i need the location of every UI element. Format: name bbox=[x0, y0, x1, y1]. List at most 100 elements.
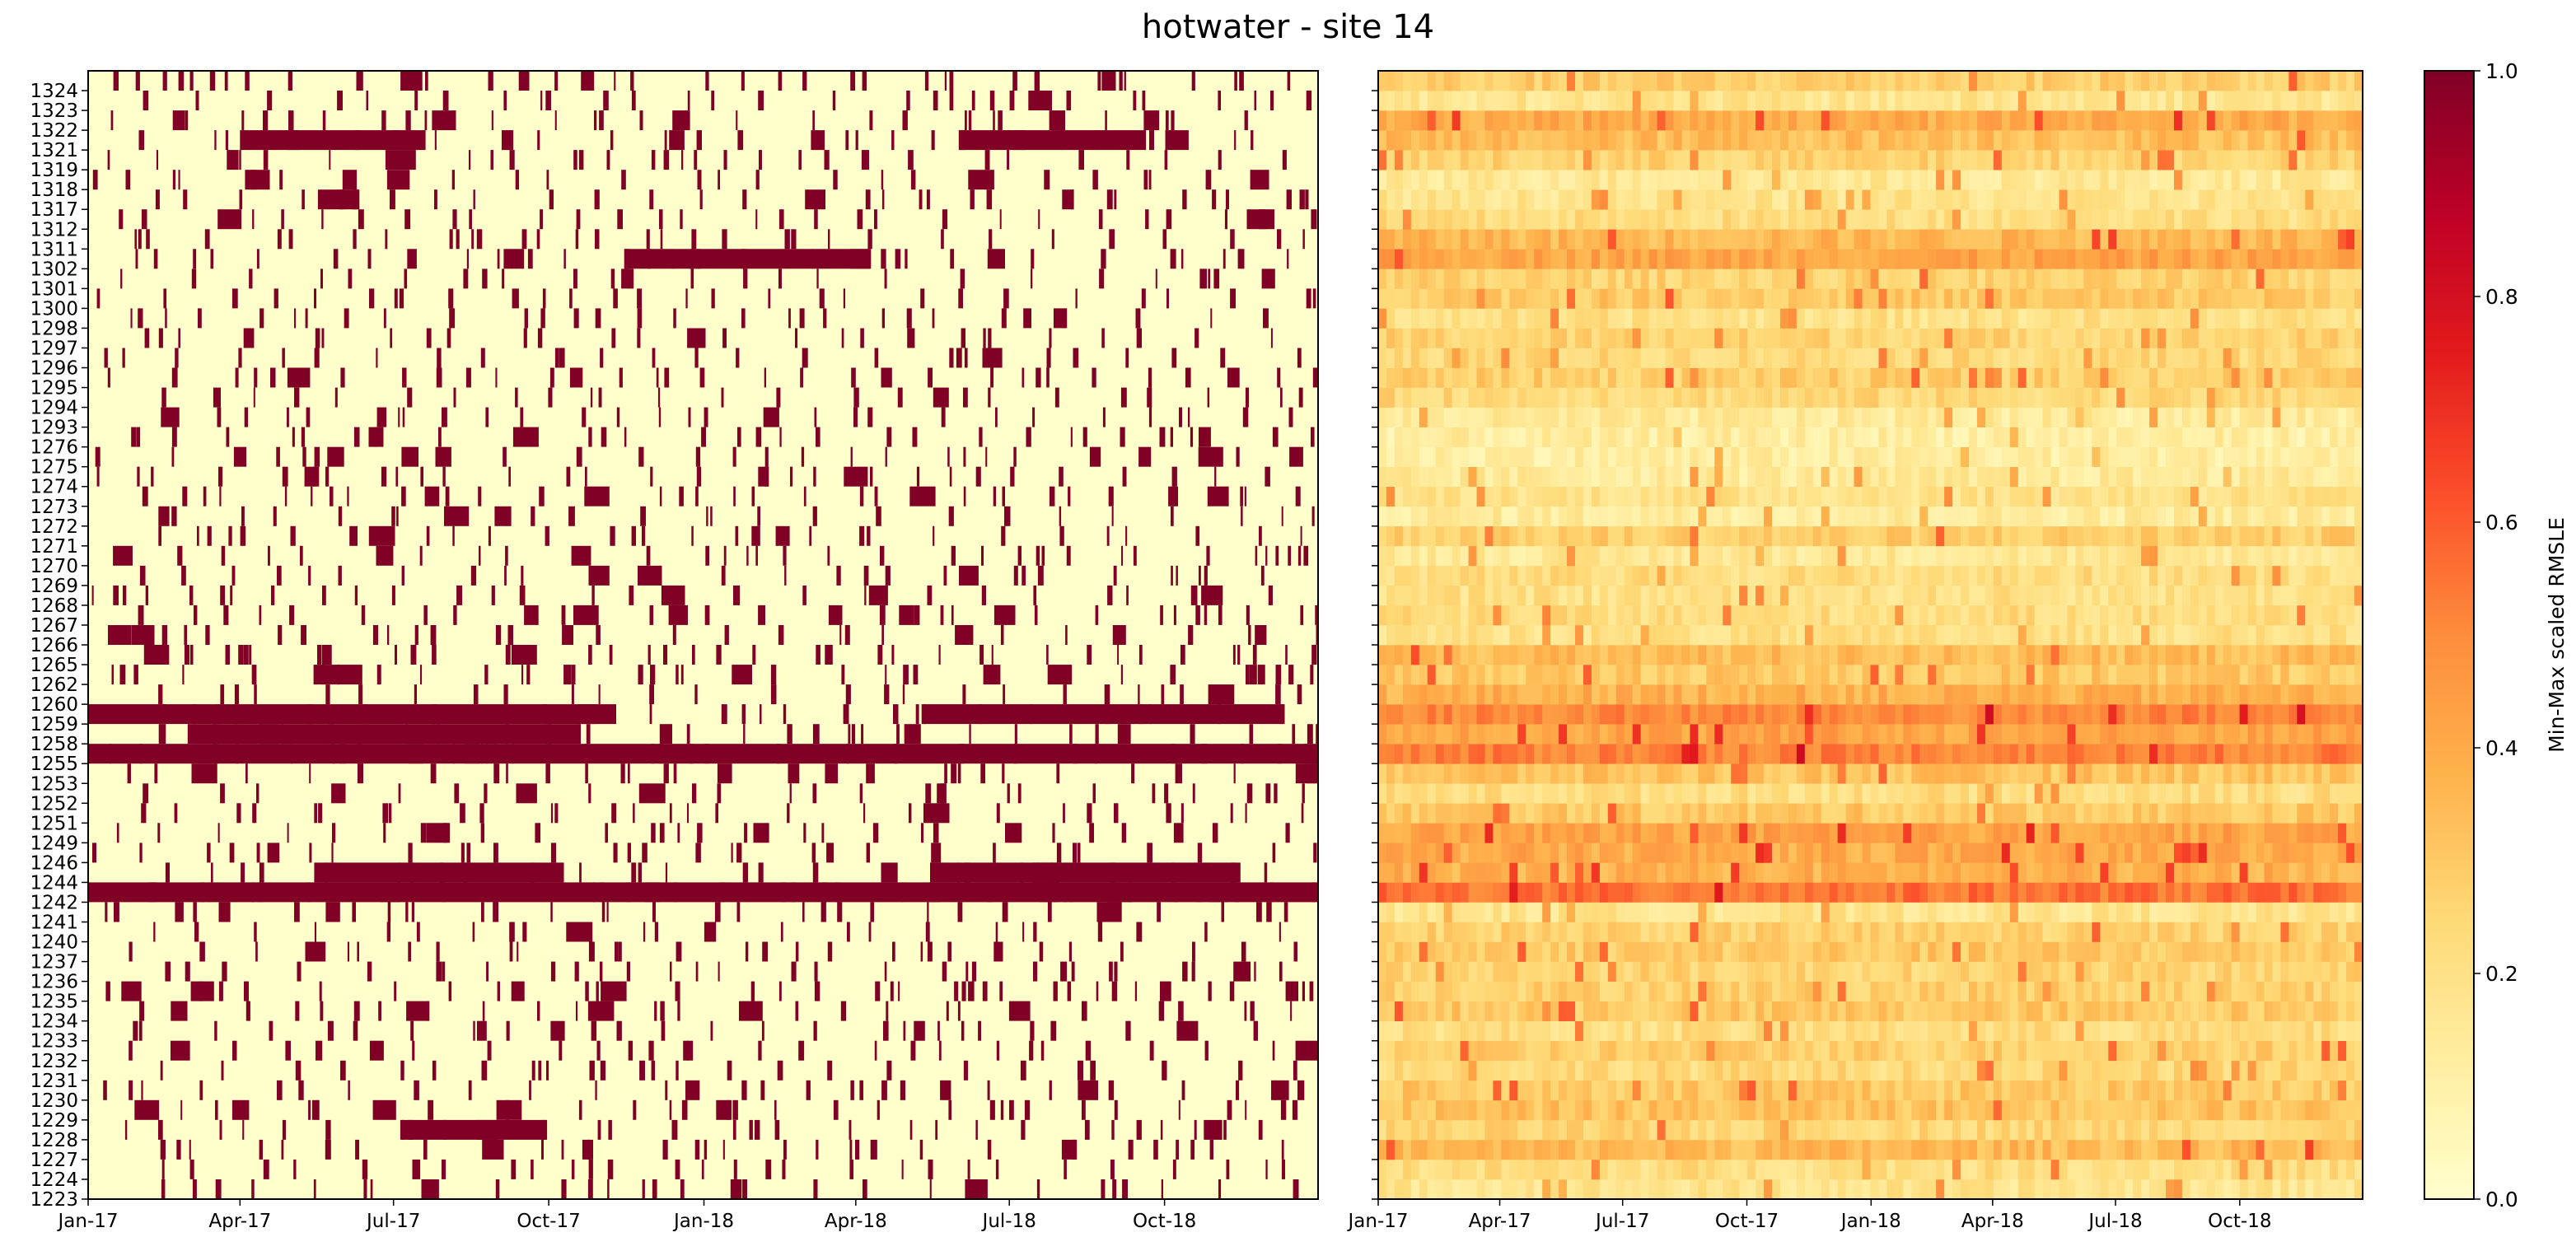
right-cell-mark bbox=[1673, 843, 1683, 863]
left-cell-mark bbox=[1049, 1080, 1052, 1100]
right-cell-mark bbox=[1550, 941, 1559, 962]
right-cell-mark bbox=[2001, 981, 2011, 1001]
left-cell-mark bbox=[919, 1139, 923, 1160]
left-cell-mark bbox=[550, 961, 556, 982]
right-cell-mark bbox=[2321, 763, 2331, 784]
right-cell-mark bbox=[2247, 823, 2257, 843]
left-cell-mark bbox=[859, 783, 863, 804]
left-cell-mark bbox=[1101, 328, 1105, 348]
right-cell-mark bbox=[1427, 1179, 1437, 1200]
right-cell-mark bbox=[2297, 684, 2306, 705]
right-cell-mark bbox=[1895, 1080, 1904, 1101]
right-cell-mark bbox=[2067, 1001, 2077, 1021]
right-cell-mark bbox=[1501, 981, 1510, 1001]
right-cell-mark bbox=[1460, 803, 1470, 824]
left-cell-mark bbox=[1136, 328, 1142, 348]
right-cell-mark bbox=[2017, 941, 2027, 962]
right-cell-mark bbox=[1837, 1060, 1847, 1081]
right-cell-mark bbox=[2181, 882, 2191, 903]
right-cell-mark bbox=[1575, 902, 1584, 922]
right-cell-mark bbox=[1772, 744, 1781, 764]
right-cell-mark bbox=[1394, 684, 1404, 705]
right-cell-mark bbox=[1854, 684, 1863, 705]
left-cell-mark bbox=[800, 367, 803, 388]
right-cell-mark bbox=[2231, 783, 2241, 804]
right-cell-mark bbox=[1657, 1139, 1667, 1160]
left-cell-mark bbox=[158, 328, 163, 348]
right-cell-mark bbox=[2313, 1119, 2322, 1141]
right-cell-mark bbox=[2190, 744, 2200, 764]
right-cell-mark bbox=[1779, 843, 1789, 863]
left-cell-mark bbox=[872, 823, 879, 843]
right-cell-mark bbox=[1468, 922, 1478, 942]
left-y-tick-label: 1266 bbox=[30, 635, 78, 656]
left-cell-mark bbox=[1306, 91, 1312, 110]
left-cell-mark bbox=[761, 1020, 764, 1041]
right-cell-mark bbox=[2330, 1119, 2339, 1141]
left-cell-mark bbox=[886, 427, 892, 447]
right-cell-mark bbox=[1517, 961, 1526, 982]
left-cell-mark bbox=[594, 189, 600, 210]
right-cell-mark bbox=[1583, 1001, 1592, 1021]
left-cell-mark bbox=[288, 229, 293, 250]
right-cell-mark bbox=[1911, 1159, 1920, 1180]
right-cell-mark bbox=[1936, 1040, 1945, 1062]
left-cell-mark bbox=[1049, 328, 1052, 348]
left-cell-mark bbox=[554, 803, 559, 824]
right-cell-mark bbox=[1657, 843, 1667, 863]
left-cell-mark bbox=[1316, 724, 1318, 745]
right-cell-mark bbox=[1559, 902, 1568, 922]
right-cell-mark bbox=[2239, 1080, 2249, 1101]
left-cell-mark bbox=[282, 1119, 287, 1140]
left-cell-mark bbox=[900, 1080, 906, 1100]
right-cell-mark bbox=[1419, 744, 1428, 764]
right-cell-mark bbox=[2141, 1119, 2150, 1141]
left-cell-mark bbox=[607, 1159, 614, 1179]
left-cell-mark bbox=[484, 783, 488, 804]
right-cell-mark bbox=[1624, 1080, 1634, 1101]
right-cell-mark bbox=[2190, 1159, 2200, 1180]
left-cell-mark bbox=[1089, 823, 1094, 843]
right-cell-mark bbox=[1779, 704, 1789, 725]
right-cell-mark bbox=[1936, 763, 1945, 784]
right-cell-mark bbox=[2158, 1020, 2167, 1042]
left-cell-mark bbox=[325, 466, 330, 487]
left-cell-mark bbox=[631, 525, 636, 546]
left-cell-mark bbox=[626, 961, 630, 982]
right-cell-mark bbox=[1624, 1179, 1634, 1200]
right-cell-mark bbox=[2239, 941, 2249, 962]
left-cell-mark bbox=[1063, 684, 1067, 705]
right-cell-mark bbox=[2001, 1080, 2011, 1101]
left-cell-mark bbox=[735, 525, 739, 546]
left-cell-mark bbox=[540, 209, 543, 230]
right-cell-mark bbox=[1952, 823, 1961, 843]
left-cell-mark bbox=[909, 803, 912, 824]
right-cell-mark bbox=[2001, 941, 2011, 962]
right-cell-mark bbox=[1845, 961, 1855, 982]
left-cell-mark bbox=[1034, 604, 1038, 625]
right-cell-mark bbox=[1878, 1060, 1888, 1081]
left-cell-mark bbox=[947, 941, 951, 962]
right-cell-mark bbox=[1911, 862, 1920, 883]
right-cell-mark bbox=[2050, 961, 2060, 982]
right-cell-mark bbox=[2017, 823, 2027, 843]
left-cell-mark bbox=[762, 941, 769, 962]
left-cell-mark bbox=[639, 110, 643, 131]
right-cell-mark bbox=[1550, 763, 1559, 784]
right-cell-mark bbox=[1723, 783, 1732, 804]
left-y-tick-label: 1270 bbox=[30, 556, 78, 577]
right-cell-mark bbox=[1542, 843, 1551, 863]
right-cell-mark bbox=[2166, 684, 2175, 705]
left-cell-mark bbox=[585, 981, 589, 1001]
right-cell-mark bbox=[2247, 1080, 2257, 1101]
right-cell-mark bbox=[1410, 902, 1420, 922]
left-cell-mark bbox=[959, 565, 979, 586]
left-cell-mark bbox=[234, 684, 240, 705]
left-cell-mark bbox=[1097, 71, 1101, 91]
left-cell-mark bbox=[398, 407, 400, 427]
right-cell-mark bbox=[1624, 1001, 1634, 1021]
right-cell-mark bbox=[1410, 684, 1420, 705]
left-cell-mark bbox=[573, 604, 599, 625]
right-cell-mark bbox=[2272, 704, 2282, 725]
left-cell-mark bbox=[909, 1119, 913, 1140]
